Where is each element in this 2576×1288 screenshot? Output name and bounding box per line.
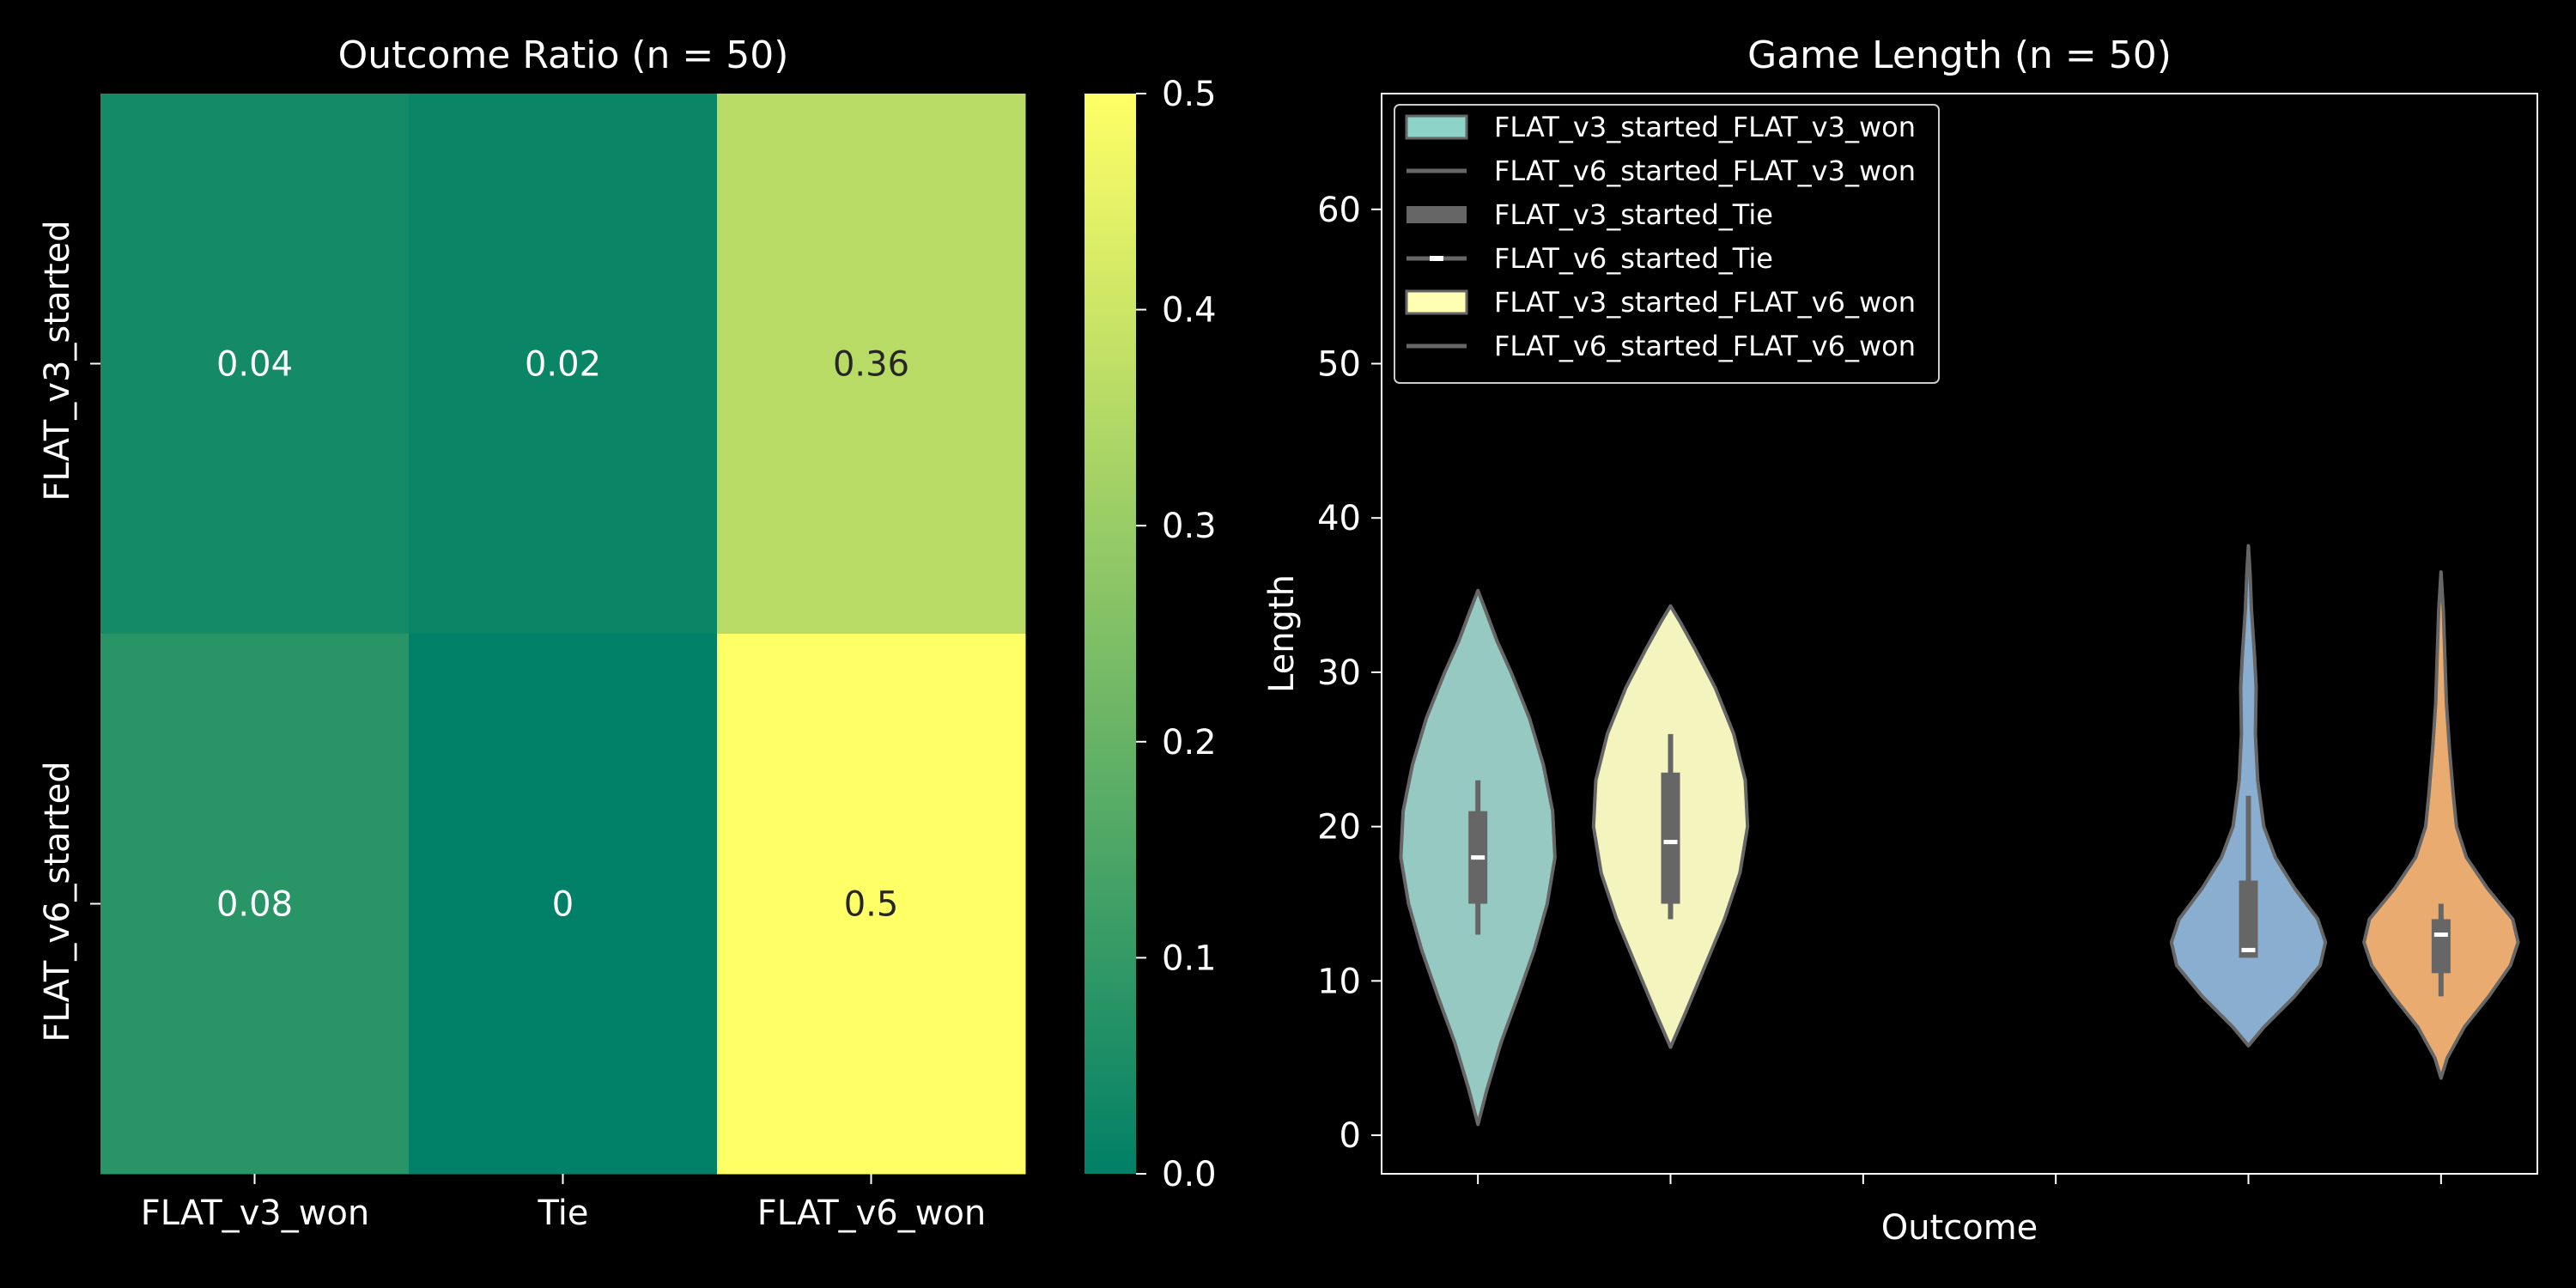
violin-x-axis-label: Outcome — [1881, 1208, 2038, 1248]
heatmap-y-tick-label: FLAT_v3_started — [38, 220, 77, 501]
colorbar: 0.0 0.1 0.2 0.3 0.4 0.5 — [1084, 75, 1217, 1194]
heatmap-title: Outcome Ratio (n = 50) — [338, 33, 789, 77]
legend-label: FLAT_v6_started_FLAT_v6_won — [1494, 330, 1916, 362]
violin-iqr-box — [2239, 880, 2258, 958]
heatmap-tick-marks — [90, 362, 872, 1184]
violin-legend: FLAT_v3_started_FLAT_v3_won FLAT_v6_start… — [1394, 104, 1940, 384]
colorbar-gradient — [1084, 94, 1136, 1174]
colorbar-ticks: 0.0 0.1 0.2 0.3 0.4 0.5 — [1136, 75, 1217, 1194]
violin-y-tick-label: 30 — [1317, 653, 1361, 693]
heatmap-cell-label: 0.08 — [216, 885, 293, 925]
heatmap-cell — [717, 94, 1026, 635]
heatmap-y-tick-label: FLAT_v6_started — [38, 761, 77, 1042]
legend-swatch — [1405, 114, 1468, 140]
heatmap-x-tick-label: Tie — [538, 1194, 589, 1233]
violin-y-tick-label: 10 — [1317, 962, 1361, 1001]
heatmap-cell-labels: 0.04 0.02 0.36 0.08 0 0.5 — [216, 345, 909, 925]
heatmap-cell — [409, 634, 718, 1175]
violin-y-tick-label: 60 — [1317, 191, 1361, 230]
legend-swatch — [1405, 289, 1468, 315]
legend-label: FLAT_v3_started_Tie — [1494, 198, 1773, 231]
legend-entry: FLAT_v6_started_FLAT_v6_won — [1406, 330, 1916, 362]
colorbar-tick-label: 0.0 — [1162, 1155, 1217, 1194]
violin-y-tick-label: 0 — [1340, 1116, 1361, 1156]
legend-frame — [1394, 104, 1940, 384]
heatmap-x-tick-label: FLAT_v3_won — [141, 1194, 370, 1233]
violin-panel: Game Length (n = 50) 0 10 20 30 40 50 60 Lengt… — [1262, 33, 2538, 1248]
heatmap-x-axis: FLAT_v3_won Tie FLAT_v6_won — [141, 1194, 987, 1233]
legend-label: FLAT_v3_started_FLAT_v3_won — [1494, 111, 1916, 143]
colorbar-tick-label: 0.5 — [1162, 75, 1217, 114]
heatmap-cell-label: 0.36 — [833, 345, 909, 385]
violin-iqr-box — [1661, 772, 1680, 904]
violin-y-tick-label: 40 — [1317, 499, 1361, 538]
heatmap-cell — [100, 94, 410, 635]
violin-x-axis — [1477, 1174, 2442, 1184]
legend-entry: FLAT_v6_started_Tie — [1406, 242, 1773, 275]
heatmap-cell — [717, 634, 1026, 1175]
violin-title: Game Length (n = 50) — [1747, 33, 2172, 77]
legend-label: FLAT_v3_started_FLAT_v6_won — [1494, 286, 1916, 319]
colorbar-tick-label: 0.4 — [1162, 291, 1217, 331]
heatmap-y-axis: FLAT_v3_started FLAT_v6_started — [38, 220, 77, 1042]
colorbar-tick-label: 0.2 — [1162, 723, 1217, 762]
heatmap-panel: Outcome Ratio (n = 50) 0.04 0.02 0.360.08 0… — [38, 33, 1026, 1233]
legend-entry: FLAT_v6_started_FLAT_v3_won — [1406, 155, 1916, 187]
legend-label: FLAT_v6_started_Tie — [1494, 242, 1773, 275]
legend-entry: FLAT_v3_started_FLAT_v6_won — [1405, 286, 1916, 319]
violin-y-axis: 0 10 20 30 40 50 60 — [1317, 191, 1382, 1156]
heatmap-x-tick-label: FLAT_v6_won — [757, 1194, 987, 1233]
legend-entry: FLAT_v3_started_Tie — [1406, 198, 1773, 231]
violin-y-axis-label: Length — [1262, 574, 1302, 693]
violins — [1399, 544, 2520, 1127]
legend-label: FLAT_v6_started_FLAT_v3_won — [1494, 155, 1916, 187]
violin-y-tick-label: 20 — [1317, 808, 1361, 848]
heatmap-cell-label: 0.5 — [844, 885, 899, 925]
violin-plot-frame — [1381, 93, 2538, 1175]
legend-entry: FLAT_v3_started_FLAT_v3_won — [1405, 111, 1916, 143]
colorbar-tick-label: 0.1 — [1162, 939, 1217, 978]
heatmap-cell-label: 0.02 — [525, 345, 601, 385]
heatmap-cell-label: 0.04 — [216, 345, 293, 385]
heatmap-cell-label: 0 — [552, 885, 574, 925]
heatmap-cell — [100, 634, 410, 1175]
violin-y-tick-label: 50 — [1317, 345, 1361, 385]
violin-iqr-box — [2431, 919, 2451, 974]
violin-body — [2362, 570, 2520, 1080]
heatmap-cell — [409, 94, 718, 635]
heatmap-cells — [100, 94, 1026, 1175]
colorbar-tick-label: 0.3 — [1162, 507, 1217, 546]
